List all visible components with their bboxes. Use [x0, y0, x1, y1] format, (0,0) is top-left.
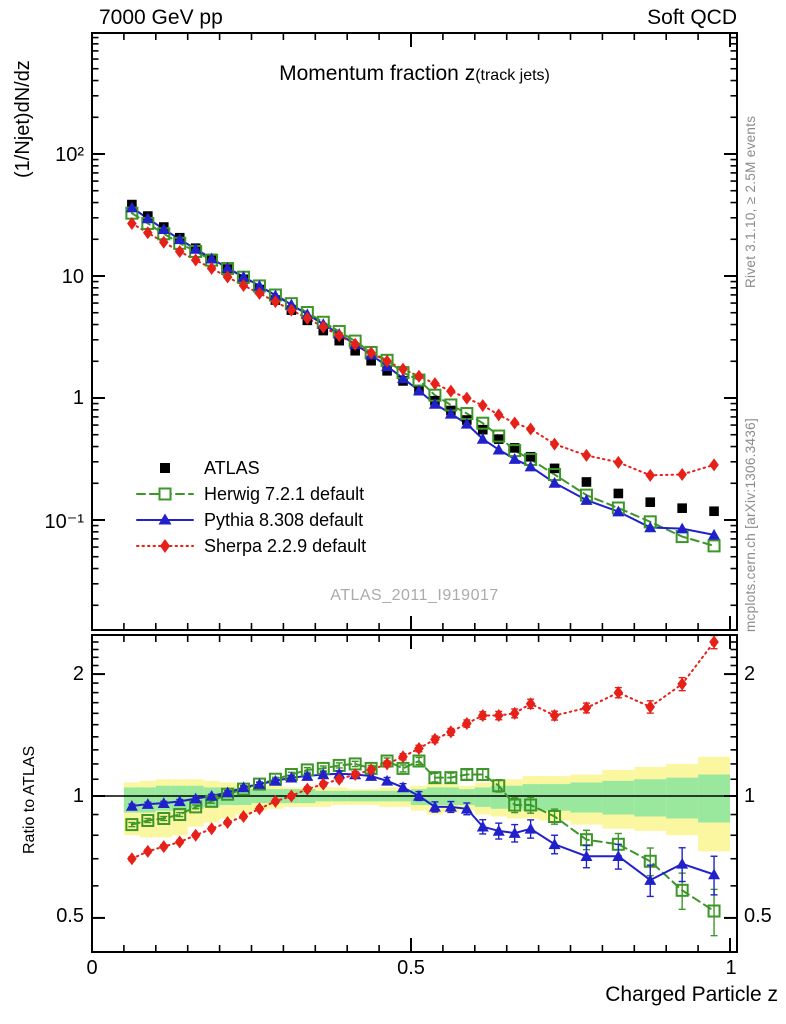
analysis-watermark: ATLAS_2011_I919017 — [330, 587, 499, 604]
ratio-y-tick-right-2: 2 — [744, 663, 756, 685]
band-inner-bin — [634, 779, 667, 817]
x-tick-0: 0 — [86, 957, 98, 979]
sherpa-marker-icon — [136, 539, 194, 553]
plot-title: Momentum fraction z(track jets) — [92, 62, 737, 86]
main-y-tick-1: 1 — [72, 387, 84, 409]
band-inner-bin — [235, 789, 252, 806]
band-inner-bin — [474, 787, 491, 807]
x-tick-1: 1 — [725, 957, 737, 979]
band-inner-bin — [602, 780, 635, 815]
main-y-tick-10: 10 — [61, 266, 84, 288]
main-y-tick-0p1: 10⁻¹ — [44, 511, 84, 533]
mc-ratio-points — [125, 767, 721, 898]
ratio-panel-series — [125, 636, 721, 937]
legend-item-herwig: Herwig 7.2.1 default — [136, 481, 366, 507]
band-inner-bin — [458, 789, 475, 806]
process-label: Soft QCD — [647, 6, 737, 29]
main-y-tick-100: 10² — [55, 144, 84, 166]
mcplots-source-note: mcplots.cern.ch [arXiv:1306.3436] — [743, 417, 758, 632]
mc-ratio-points — [125, 754, 721, 937]
atlas-marker-icon — [160, 463, 170, 473]
x-tick-0p5: 0.5 — [397, 957, 425, 979]
ratio-y-tick-right-1: 1 — [744, 785, 756, 807]
herwig-marker-icon — [136, 487, 194, 501]
band-inner-bin — [570, 782, 603, 813]
ratio-y-tick-left-2: 2 — [72, 663, 84, 685]
legend-label-atlas: ATLAS — [204, 457, 260, 478]
main-panel-series — [125, 199, 721, 553]
plot-title-main: Momentum fraction z — [279, 62, 476, 85]
legend-item-atlas: ATLAS — [136, 455, 366, 481]
ratio-y-tick-left-1: 1 — [72, 785, 84, 807]
band-inner-bin — [698, 774, 730, 823]
legend-label-herwig: Herwig 7.2.1 default — [204, 483, 365, 504]
ratio-panel-frame — [91, 634, 738, 953]
band-inner-bin — [538, 784, 571, 811]
pythia-marker-icon — [136, 513, 194, 525]
legend-item-sherpa: Sherpa 2.2.9 default — [136, 533, 366, 559]
mc-ratio-points — [127, 636, 719, 866]
band-inner-bin — [666, 777, 699, 819]
x-axis-label: Charged Particle z — [605, 983, 778, 1006]
mc-points — [127, 216, 719, 482]
legend: ATLAS Herwig 7.2.1 default Pythia 8.308 … — [136, 455, 366, 559]
legend-label-pythia: Pythia 8.308 default — [204, 509, 364, 530]
main-panel-frame — [91, 32, 738, 631]
plot-title-qualifier: (track jets) — [475, 67, 550, 84]
uncertainty-bands — [123, 756, 730, 852]
ratio-y-tick-left-0p5: 0.5 — [56, 905, 84, 927]
beam-label: 7000 GeV pp — [99, 6, 223, 29]
rivet-version-note: Rivet 3.1.10, ≥ 2.5M events — [743, 115, 758, 288]
legend-item-pythia: Pythia 8.308 default — [136, 507, 366, 533]
ratio-y-tick-right-0p5: 0.5 — [744, 905, 772, 927]
legend-label-sherpa: Sherpa 2.2.9 default — [204, 535, 367, 556]
